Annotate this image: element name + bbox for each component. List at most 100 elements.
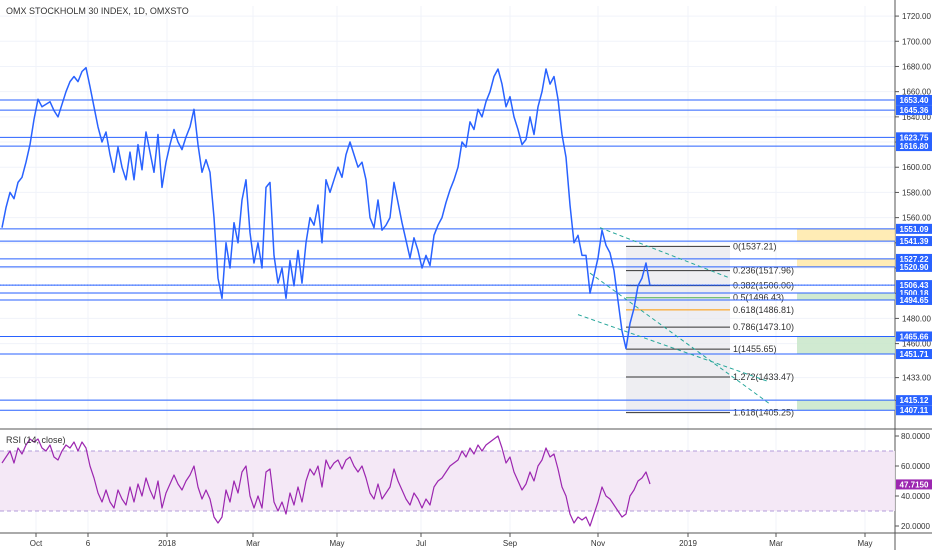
rsi-value-badge-bg (896, 479, 932, 490)
price-series (1, 66, 651, 350)
rsi-y-tick-label: 60.0000 (901, 462, 930, 471)
y-tick-label: 1580.00 (902, 188, 931, 197)
price-level-badge-label: 1527.22 (900, 255, 929, 264)
zone-box (797, 336, 895, 355)
price-level-badge-bg (896, 94, 932, 105)
price-level-badge-label: 1500.18 (900, 289, 929, 298)
y-tick-label: 1480.00 (902, 314, 931, 323)
price-level-badge[interactable]: 1451.71 (896, 349, 932, 360)
zone-box (797, 228, 895, 242)
price-level-badge-bg (896, 395, 932, 406)
fib-level-label: 0.5(1496.43) (733, 293, 784, 303)
channel-line[interactable] (599, 227, 731, 279)
price-level-badge[interactable]: 1541.39 (896, 236, 932, 247)
rsi-value-badge[interactable]: 47.7150 (896, 479, 932, 490)
y-tick-label: 1700.00 (902, 37, 931, 46)
fib-level-label: 0.236(1517.96) (733, 266, 794, 276)
rsi-series (1, 435, 651, 527)
fib-level-label: 0(1537.21) (733, 241, 777, 251)
price-level-badge-label: 1415.12 (900, 396, 929, 405)
price-level-badge-bg (896, 261, 932, 272)
price-level-badge[interactable]: 1407.11 (896, 405, 932, 416)
price-level-badge[interactable]: 1623.75 (896, 132, 932, 143)
y-tick-label: 1560.00 (902, 214, 931, 223)
rsi-value-badge-label: 47.7150 (900, 480, 929, 489)
x-tick-label: Mar (246, 539, 260, 548)
price-level-badge-bg (896, 349, 932, 360)
price-level-badge-bg (896, 280, 932, 291)
price-level-badge-label: 1623.75 (900, 133, 929, 142)
price-level-badge[interactable]: 1551.09 (896, 223, 932, 234)
rsi-title: RSI (14, close) (6, 435, 66, 445)
price-level-badge-bg (896, 405, 932, 416)
x-tick-label: Jul (416, 539, 426, 548)
x-tick-label: Sep (503, 539, 518, 548)
x-tick-label: Oct (30, 539, 43, 548)
price-level-badge-label: 1551.09 (900, 225, 929, 234)
x-tick-label: May (329, 539, 344, 548)
price-level-badge-label: 1407.11 (900, 406, 929, 415)
price-level-badge[interactable]: 1653.40 (896, 94, 932, 105)
rsi-y-tick-label: 20.0000 (901, 522, 930, 531)
rsi-band (0, 451, 895, 511)
x-tick-label: 2018 (158, 539, 176, 548)
rsi-axis[interactable]: 80.0000 60.0000 40.0000 20.0000 47.7150 (895, 432, 932, 531)
chart-title: OMX STOCKHOLM 30 INDEX, 1D, OMXSTO (6, 6, 189, 16)
rsi-y-tick-label: 40.0000 (901, 492, 930, 501)
x-tick-label: Mar (769, 539, 783, 548)
price-level-badge[interactable]: 1520.90 (896, 261, 932, 272)
price-level-badge-label: 1653.40 (900, 96, 929, 105)
channel-lines[interactable] (577, 227, 771, 405)
fib-level-label: 0.786(1473.10) (733, 322, 794, 332)
price-level-badge[interactable]: 1494.65 (896, 294, 932, 305)
price-level-badge[interactable]: 1527.22 (896, 253, 932, 264)
channel-line[interactable] (589, 272, 771, 405)
price-level-badge-bg (896, 132, 932, 143)
price-level-badge-label: 1465.66 (900, 332, 929, 341)
price-level-badge[interactable]: 1645.36 (896, 105, 932, 116)
price-level-badge-label: 1541.39 (900, 237, 929, 246)
price-level-badge-label: 1520.90 (900, 263, 929, 272)
price-level-badge-bg (896, 253, 932, 264)
rsi-y-tick-label: 80.0000 (901, 432, 930, 441)
x-tick-label: Nov (591, 539, 605, 548)
fib-level-label: 1.618(1405.25) (733, 408, 794, 418)
price-level-badge-bg (896, 236, 932, 247)
y-tick-label: 1460.00 (902, 340, 931, 349)
time-axis[interactable]: Oct 6 2018 Mar May Jul Sep Nov 2019 Mar May (30, 533, 873, 548)
price-level-badge-bg (896, 287, 932, 298)
price-level-badge[interactable]: 1500.18 (896, 287, 932, 298)
x-tick-label: 2019 (679, 539, 697, 548)
price-level-badge-label: 1616.80 (900, 142, 929, 151)
price-level-badge-label: 1494.65 (900, 296, 929, 305)
fib-background (626, 246, 730, 413)
horizontal-levels[interactable] (0, 99, 895, 411)
price-level-badge-bg (896, 223, 932, 234)
x-tick-label: May (857, 539, 872, 548)
price-level-badge-bg (896, 105, 932, 116)
x-tick-label: 6 (86, 539, 91, 548)
y-tick-label: 1660.00 (902, 88, 931, 97)
price-level-badge-bg (896, 141, 932, 152)
price-level-badge[interactable]: 1465.66 (896, 331, 932, 342)
rsi-pane (0, 450, 895, 512)
fib-level-label: 1.272(1433.47) (733, 372, 794, 382)
y-tick-label: 1680.00 (902, 62, 931, 71)
y-tick-label: 1720.00 (902, 12, 931, 21)
channel-line[interactable] (577, 314, 769, 382)
price-level-badge[interactable]: 1616.80 (896, 141, 932, 152)
y-tick-label: 1600.00 (902, 163, 931, 172)
rsi-line (1, 435, 651, 527)
price-axis[interactable]: 1720.001700.001680.001660.001640.001620.… (895, 12, 932, 416)
price-level-badge[interactable]: 1506.43 (896, 280, 932, 291)
price-level-badge-label: 1506.43 (900, 281, 929, 290)
y-tick-label: 1640.00 (902, 113, 931, 122)
price-level-badge[interactable]: 1415.12 (896, 395, 932, 406)
y-tick-label: 1433.00 (902, 374, 931, 383)
zone-box (797, 258, 895, 267)
price-line (1, 66, 651, 350)
price-level-badge-bg (896, 331, 932, 342)
fib-level-label: 0.618(1486.81) (733, 305, 794, 315)
